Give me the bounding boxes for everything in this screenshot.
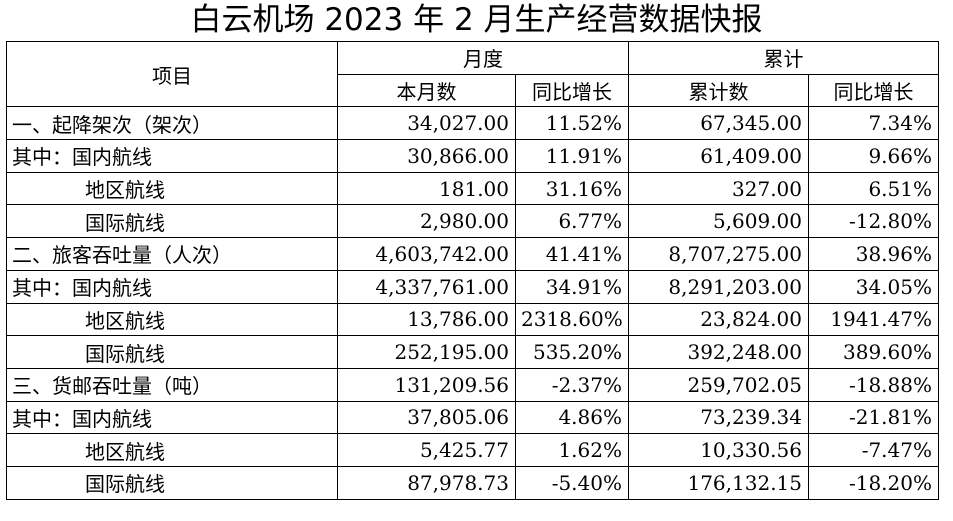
cell-month: 4,337,761.00 [337,269,516,304]
cell-cum: 73,239.34 [628,400,809,435]
cell-month: 30,866.00 [337,139,516,173]
row-label: 地区航线 [6,302,338,337]
cell-month-yoy: 41.41% [515,237,629,271]
cell-month: 34,027.00 [337,106,516,141]
table-row: 国际航线 87,978.73 -5.40% 176,132.15 -18.20% [6,465,939,500]
cell-month-yoy: 1.62% [515,433,629,467]
cell-month: 252,195.00 [337,335,516,369]
cell-month-yoy: 2318.60% [515,302,629,337]
row-label: 地区航线 [6,433,338,467]
cell-cum: 10,330.56 [628,433,809,467]
cell-cum-yoy: -7.47% [808,433,939,467]
cell-month-yoy: 31.16% [515,171,629,206]
cell-cum-yoy: 38.96% [808,237,939,271]
row-label: 其中：国内航线 [6,400,338,435]
cell-month-yoy: 4.86% [515,400,629,435]
table-row: 其中：国内航线 4,337,761.00 34.91% 8,291,203.00… [6,269,939,304]
cell-month: 5,425.77 [337,433,516,467]
table-row: 一、起降架次（架次） 34,027.00 11.52% 67,345.00 7.… [6,106,939,141]
cell-cum: 5,609.00 [628,204,809,239]
cell-cum-yoy: 6.51% [808,171,939,206]
table-row: 其中：国内航线 30,866.00 11.91% 61,409.00 9.66% [6,139,939,173]
cell-cum-yoy: 389.60% [808,335,939,369]
header-cum-count: 累计数 [628,73,809,108]
table-row: 三、货邮吞吐量（吨） 131,209.56 -2.37% 259,702.05 … [6,367,939,402]
header-yoy-month: 同比增长 [515,73,629,108]
table-row: 国际航线 2,980.00 6.77% 5,609.00 -12.80% [6,204,939,239]
cell-cum-yoy: 1941.47% [808,302,939,337]
table-header: 项目 月度 累计 本月数 同比增长 累计数 同比增长 [6,40,939,108]
cell-cum: 61,409.00 [628,139,809,173]
cell-cum-yoy: -12.80% [808,204,939,239]
cell-cum: 67,345.00 [628,106,809,141]
cell-month-yoy: 11.91% [515,139,629,173]
header-cumulative: 累计 [628,41,939,75]
cell-cum-yoy: -18.88% [808,367,939,402]
cell-month-yoy: 11.52% [515,106,629,141]
header-row-top: 项目 月度 累计 [6,40,939,108]
table-row: 地区航线 5,425.77 1.62% 10,330.56 -7.47% [6,433,939,467]
cell-cum: 176,132.15 [628,465,809,500]
row-label: 三、货邮吞吐量（吨） [6,367,338,402]
table-row: 其中：国内航线 37,805.06 4.86% 73,239.34 -21.81… [6,400,939,435]
cell-cum: 392,248.00 [628,335,809,369]
page-title: 白云机场 2023 年 2 月生产经营数据快报 [190,2,763,38]
row-label: 国际航线 [6,335,338,369]
row-label: 其中：国内航线 [6,139,338,173]
row-label: 其中：国内航线 [6,269,338,304]
row-label: 地区航线 [6,171,338,206]
cell-cum: 8,707,275.00 [628,237,809,271]
cell-cum-yoy: 34.05% [808,269,939,304]
header-item: 项目 [6,40,338,108]
header-this-month: 本月数 [337,73,516,108]
data-table: 项目 月度 累计 本月数 同比增长 累计数 同比增长 一、起降架次（架次） 34… [6,40,939,500]
cell-cum-yoy: -18.20% [808,465,939,500]
cell-month: 37,805.06 [337,400,516,435]
cell-month-yoy: 6.77% [515,204,629,239]
cell-cum: 259,702.05 [628,367,809,402]
cell-month-yoy: -5.40% [515,465,629,500]
cell-cum-yoy: 7.34% [808,106,939,141]
table-row: 地区航线 13,786.00 2318.60% 23,824.00 1941.4… [6,302,939,337]
header-monthly: 月度 [337,41,629,75]
cell-month: 2,980.00 [337,204,516,239]
cell-month: 4,603,742.00 [337,237,516,271]
row-label: 国际航线 [6,465,338,500]
cell-month-yoy: 535.20% [515,335,629,369]
cell-month: 131,209.56 [337,367,516,402]
header-yoy-cum: 同比增长 [808,73,939,108]
cell-month-yoy: -2.37% [515,367,629,402]
row-label: 国际航线 [6,204,338,239]
cell-cum-yoy: 9.66% [808,139,939,173]
table-row: 地区航线 181.00 31.16% 327.00 6.51% [6,171,939,206]
cell-month: 87,978.73 [337,465,516,500]
row-label: 一、起降架次（架次） [6,106,338,141]
cell-cum: 327.00 [628,171,809,206]
table-body: 一、起降架次（架次） 34,027.00 11.52% 67,345.00 7.… [6,106,939,500]
row-label: 二、旅客吞吐量（人次） [6,237,338,271]
table-row: 国际航线 252,195.00 535.20% 392,248.00 389.6… [6,335,939,369]
table-row: 二、旅客吞吐量（人次） 4,603,742.00 41.41% 8,707,27… [6,237,939,271]
cell-month: 181.00 [337,171,516,206]
cell-month-yoy: 34.91% [515,269,629,304]
cell-cum: 8,291,203.00 [628,269,809,304]
cell-month: 13,786.00 [337,302,516,337]
cell-cum: 23,824.00 [628,302,809,337]
cell-cum-yoy: -21.81% [808,400,939,435]
